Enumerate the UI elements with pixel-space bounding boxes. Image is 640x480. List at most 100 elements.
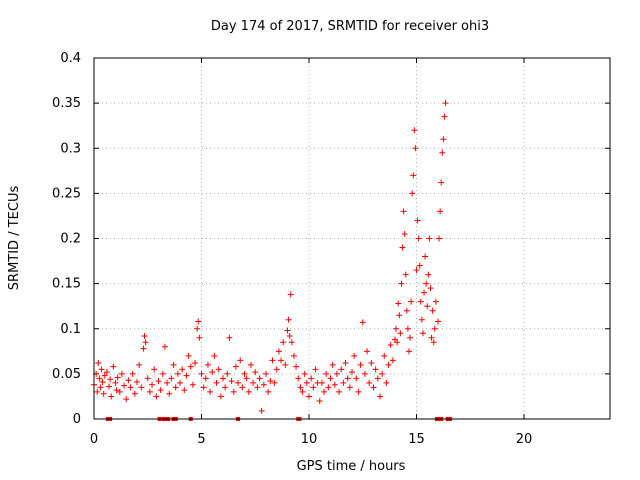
data-point — [198, 370, 205, 377]
data-point — [245, 388, 252, 395]
data-point — [107, 376, 114, 383]
data-point — [284, 327, 291, 334]
y-tick-label: 0.1 — [60, 322, 81, 337]
data-point — [427, 285, 434, 292]
data-point — [235, 379, 242, 386]
data-point — [389, 357, 396, 364]
data-point — [325, 384, 332, 391]
data-point — [412, 145, 419, 152]
data-point — [409, 190, 416, 197]
data-point — [340, 379, 347, 386]
data-point — [222, 384, 229, 391]
data-point — [408, 298, 415, 305]
y-tick-label: 0.15 — [52, 277, 81, 292]
data-point — [395, 300, 402, 307]
data-point — [252, 369, 259, 376]
data-point — [187, 363, 194, 370]
data-points — [91, 100, 452, 421]
data-point — [195, 318, 202, 325]
data-point — [217, 393, 224, 400]
data-point — [241, 370, 248, 377]
data-point — [194, 325, 201, 332]
data-point — [421, 289, 428, 296]
data-point — [153, 393, 160, 400]
data-point — [114, 374, 121, 381]
data-point — [200, 384, 207, 391]
data-point — [428, 334, 435, 341]
data-point — [226, 334, 233, 341]
x-tick-label: 15 — [408, 432, 425, 447]
data-point — [211, 352, 218, 359]
data-point — [285, 316, 292, 323]
data-point — [441, 113, 448, 120]
x-tick-label: 5 — [197, 432, 205, 447]
data-point — [247, 361, 254, 368]
data-point — [383, 379, 390, 386]
data-point — [402, 271, 409, 278]
data-point — [243, 375, 250, 382]
data-point — [280, 339, 287, 346]
data-point — [430, 339, 437, 346]
data-point — [258, 407, 265, 414]
data-point — [172, 384, 179, 391]
data-point — [295, 375, 302, 382]
data-point — [213, 379, 220, 386]
data-point — [422, 253, 429, 260]
data-point — [116, 388, 123, 395]
data-point — [161, 343, 168, 350]
y-axis-label: SRMTID / TECUs — [7, 186, 22, 291]
axis-ticks: 0 0.05 0.1 0.15 0.2 0.25 0.3 0.35 0.4 0 5 10 15 20 — [52, 51, 610, 447]
data-point — [396, 312, 403, 319]
data-point — [118, 370, 125, 377]
data-point — [177, 379, 183, 386]
data-point — [418, 316, 425, 323]
data-point — [401, 230, 408, 237]
data-point — [113, 387, 120, 394]
data-point — [329, 361, 336, 368]
data-point — [297, 384, 304, 391]
data-point — [286, 332, 293, 339]
data-point — [179, 366, 186, 373]
data-point — [140, 345, 147, 352]
data-point — [398, 280, 405, 287]
data-point — [410, 172, 417, 179]
data-point — [342, 360, 349, 367]
data-point — [273, 366, 280, 373]
data-point — [423, 280, 430, 287]
data-point — [271, 379, 278, 386]
data-point — [237, 357, 244, 364]
data-point — [230, 388, 237, 395]
data-point — [141, 332, 148, 339]
data-point — [263, 370, 269, 377]
data-point — [265, 388, 272, 395]
data-point — [204, 361, 211, 368]
data-point — [432, 298, 439, 305]
data-point — [189, 381, 196, 388]
data-point — [438, 179, 445, 186]
data-point — [379, 370, 386, 377]
data-point — [256, 375, 263, 382]
data-point — [149, 381, 156, 388]
data-point — [275, 348, 282, 355]
data-point — [103, 369, 110, 376]
data-point — [287, 291, 294, 298]
data-point — [416, 262, 423, 269]
data-point — [299, 388, 306, 395]
data-point — [429, 307, 436, 314]
y-tick-label: 0.35 — [52, 96, 81, 111]
data-point — [333, 370, 340, 377]
data-point — [301, 370, 308, 377]
x-tick-label: 10 — [301, 432, 318, 447]
data-point — [250, 379, 257, 386]
data-point — [425, 271, 432, 278]
data-point — [293, 363, 300, 370]
plot-frame — [93, 57, 611, 420]
data-point — [209, 369, 216, 376]
data-point — [142, 339, 149, 346]
data-point — [381, 352, 388, 359]
data-point — [183, 372, 190, 379]
data-point — [323, 370, 330, 377]
data-point — [108, 393, 115, 400]
data-point — [393, 325, 400, 332]
